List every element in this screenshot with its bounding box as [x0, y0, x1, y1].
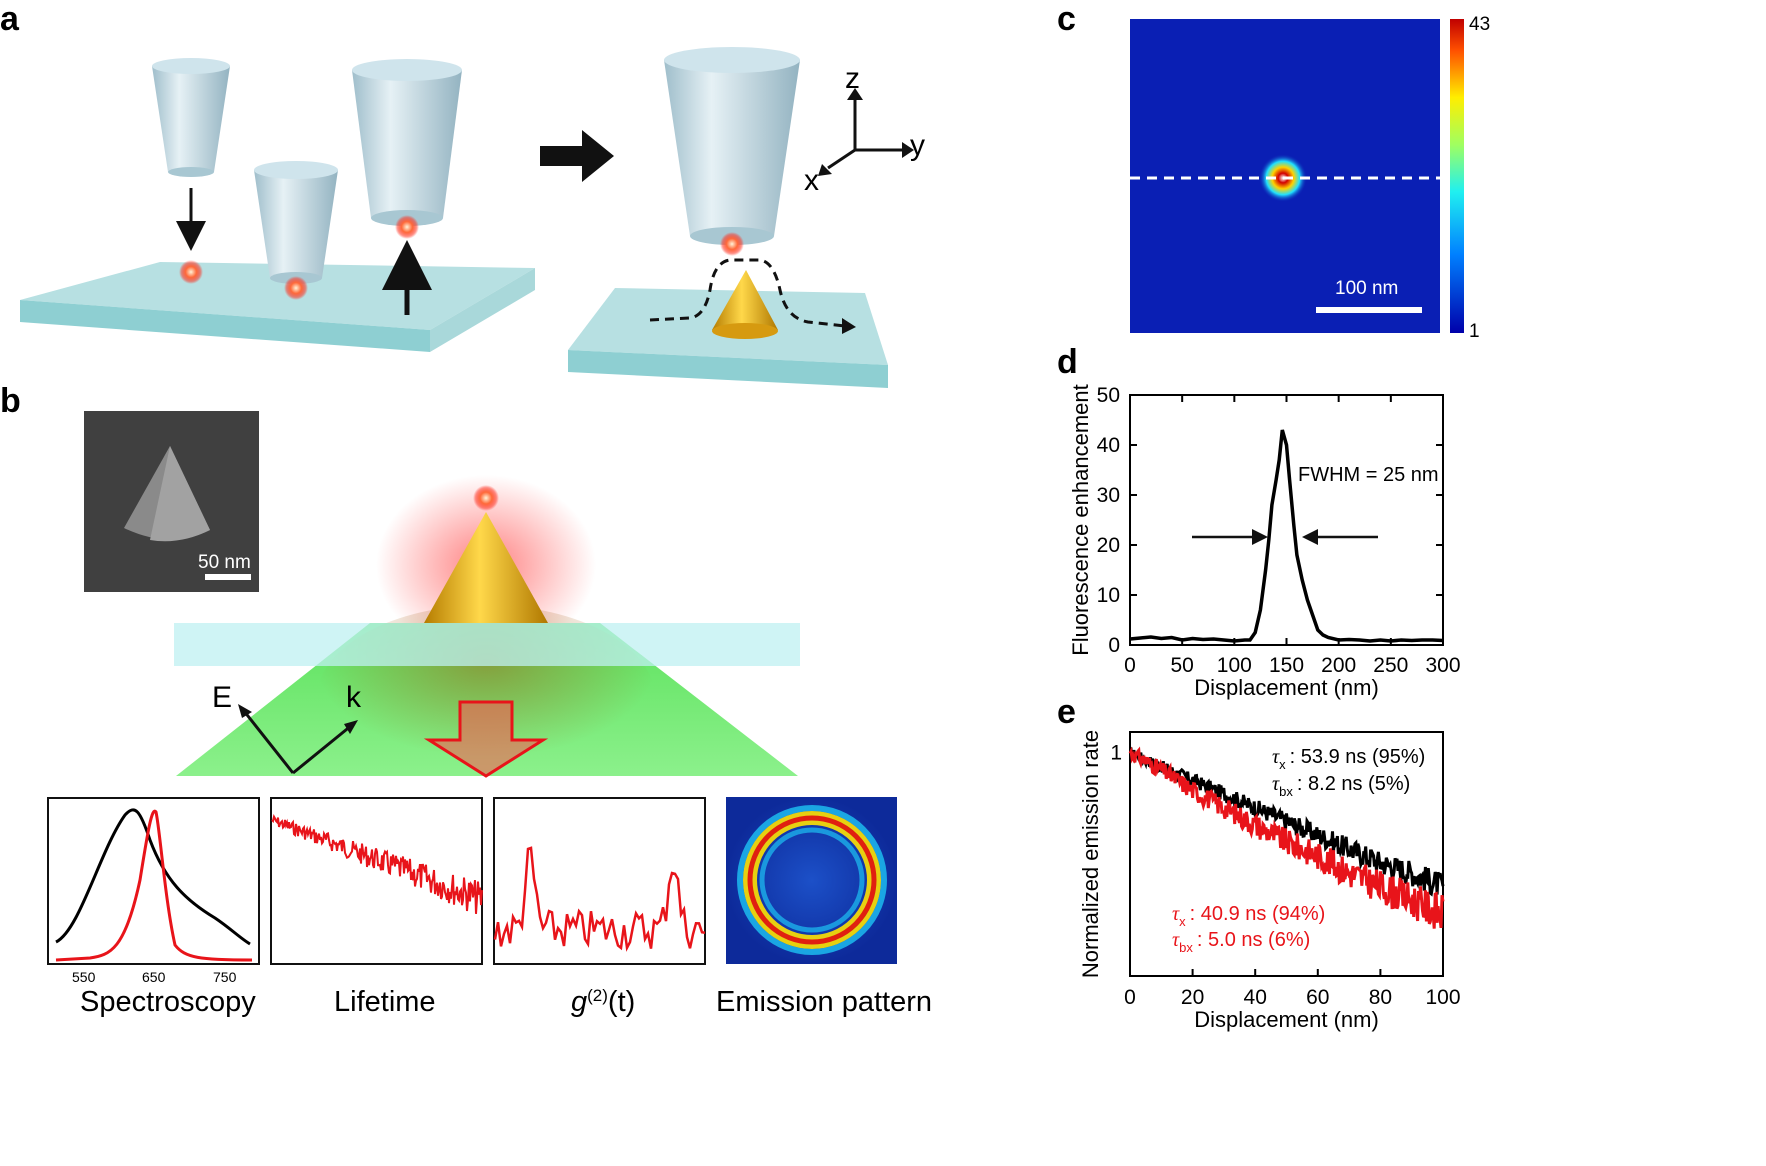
chart-d-xtick-label: 0: [1124, 654, 1136, 677]
chart-e-xlabel: Displacement (nm): [1194, 1007, 1379, 1032]
colorbar: [1450, 19, 1464, 333]
fiber-tip-1-top: [152, 58, 230, 74]
axis-y-label: y: [910, 129, 925, 162]
chart-d-frame: [1129, 394, 1444, 646]
chart-d-xtick-label: 150: [1269, 654, 1304, 677]
inset-caption-emission-pattern: Emission pattern: [716, 986, 932, 1018]
fiber-tip-1: [152, 66, 230, 172]
chart-d-xtick-label: 250: [1373, 654, 1408, 677]
colorbar-max: 43: [1469, 14, 1490, 35]
chart-d-xtick-label: 300: [1425, 654, 1460, 677]
chart-d-xtick-label: 100: [1217, 654, 1252, 677]
chart-d-ylabel: Fluorescence enhancement: [1068, 384, 1093, 656]
axes-indicator: z y x: [804, 62, 925, 197]
chart-d-ytick-label: 40: [1097, 434, 1120, 457]
chart-e-series-red: [1128, 746, 1445, 929]
svg-text:τx: 53.9 ns (95%): τx: 53.9 ns (95%): [1272, 746, 1425, 772]
inset-caption-spectroscopy: Spectroscopy: [80, 986, 256, 1018]
spectrum-tick: 650: [142, 969, 166, 985]
legend-black: τx: 53.9 ns (95%) τbx: 8.2 ns (5%): [1272, 746, 1425, 799]
gold-cone: [712, 270, 778, 336]
excitation-schematic: E k: [174, 475, 800, 795]
gold-cone-large: [424, 512, 548, 623]
chart-d-ytick-label: 10: [1097, 584, 1120, 607]
chart-d-ytick-label: 20: [1097, 534, 1120, 557]
inset-caption-lifetime: Lifetime: [334, 986, 436, 1018]
fwhm-annotation: FWHM = 25 nm: [1298, 464, 1439, 486]
svg-text:τbx: 5.0 ns (6%): τbx: 5.0 ns (6%): [1172, 929, 1310, 955]
panel-label-a: a: [0, 0, 20, 38]
axis-x-label: x: [804, 164, 819, 197]
quantum-dot: [284, 276, 308, 300]
chart-e-ytick-label: 1: [1110, 742, 1122, 765]
map-scalebar: [1316, 307, 1422, 313]
substrate-side: [430, 268, 535, 352]
scan-path: [649, 258, 846, 328]
panel-label-b: b: [0, 382, 21, 420]
chart-e-xtick-label: 80: [1369, 986, 1392, 1009]
spectrum-red: [55, 809, 253, 962]
chart-d-xlabel: Displacement (nm): [1194, 675, 1379, 700]
panel-c-map: 100 nm 43 1: [1130, 14, 1490, 342]
k-vector-label: k: [346, 681, 362, 714]
fiber-tip-3: [352, 70, 462, 218]
substrate-front: [20, 300, 430, 352]
inset-spectroscopy: 550 650 750 Spectroscopy: [47, 797, 260, 1018]
inset-emission-pattern: Emission pattern: [716, 797, 932, 1018]
map-scalebar-label: 100 nm: [1335, 278, 1398, 299]
colorbar-min: 1: [1469, 321, 1480, 342]
g2-trace: [493, 846, 706, 952]
emission-down-arrow-icon: [423, 700, 549, 778]
chart-e-xtick-label: 40: [1244, 986, 1267, 1009]
chart-d-ytick-label: 50: [1097, 384, 1120, 407]
sem-scalebar: [205, 574, 251, 580]
chart-d-ytick-label: 0: [1108, 634, 1120, 657]
inset-lifetime: Lifetime: [270, 797, 483, 1018]
panel-label-c: c: [1057, 0, 1076, 38]
right-arrow-icon: [540, 130, 614, 182]
chart-e-ylabel: Normalized emission rate: [1078, 730, 1103, 978]
sem-image: 50 nm: [84, 411, 259, 592]
panel-label-d: d: [1057, 343, 1078, 381]
lifetime-trace: [271, 814, 483, 914]
chart-e-xtick-label: 60: [1306, 986, 1329, 1009]
chart-d-ytick-label: 30: [1097, 484, 1120, 507]
axis-z-label: z: [845, 62, 860, 95]
inset-g2: g(2)(t): [493, 797, 706, 1018]
chart-fluorescence-enhancement: 0 50 100 150 200 250 300 0 10 20 30 40 50 Displaceme…: [1068, 384, 1461, 700]
svg-text:τbx: 8.2 ns (5%): τbx: 8.2 ns (5%): [1272, 773, 1410, 799]
quantum-dot: [395, 215, 419, 239]
quantum-dot: [473, 485, 499, 511]
glass-substrate: [174, 623, 800, 666]
chart-e-xtick-label: 20: [1181, 986, 1204, 1009]
inset-caption-g2: g(2)(t): [571, 986, 635, 1018]
e-field-label: E: [212, 681, 232, 714]
chart-e-series-black: [1129, 747, 1445, 897]
quantum-dot: [720, 232, 744, 256]
chart-d-xtick-label: 200: [1321, 654, 1356, 677]
emission-ring: [747, 815, 877, 945]
fiber-tip-scan: [664, 60, 800, 236]
chart-emission-rate: 0 20 40 60 80 100 1 Displacement (nm) Normaliz…: [1078, 730, 1461, 1032]
panel-label-e: e: [1057, 693, 1076, 731]
chart-d-xtick-label: 50: [1170, 654, 1193, 677]
legend-red: τx: 40.9 ns (94%) τbx: 5.0 ns (6%): [1172, 903, 1325, 955]
spectrum-black: [55, 808, 251, 946]
chart-e-xtick-label: 0: [1124, 986, 1136, 1009]
quantum-dot: [179, 260, 203, 284]
fiber-tip-2: [254, 170, 338, 278]
chart-e-frame: [1129, 731, 1444, 977]
spectrum-tick: 750: [213, 969, 237, 985]
spectrum-tick: 550: [72, 969, 96, 985]
sem-scalebar-label: 50 nm: [198, 552, 251, 573]
panel-a-schematic: z y x: [20, 47, 925, 388]
chart-e-xtick-label: 100: [1425, 986, 1460, 1009]
chart-d-series: [1129, 429, 1444, 643]
svg-text:τx: 40.9 ns (94%): τx: 40.9 ns (94%): [1172, 903, 1325, 929]
